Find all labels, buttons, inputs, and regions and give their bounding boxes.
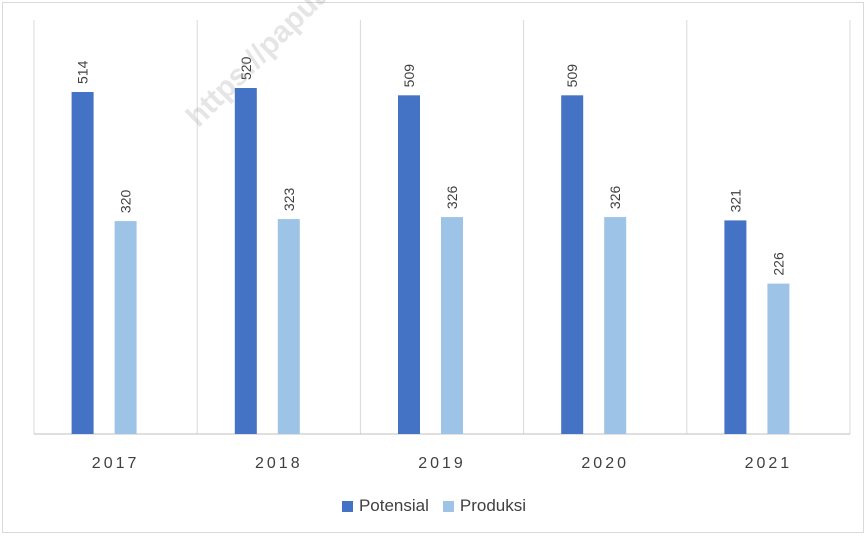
legend-swatch-produksi	[442, 500, 454, 512]
x-tick-label-2019: 2019	[418, 455, 466, 472]
legend-item-produksi: Produksi	[442, 496, 527, 516]
data-label-potensial-2021: 321	[727, 189, 743, 213]
data-label-produksi-2018: 323	[281, 188, 297, 212]
bar-produksi-2017	[114, 221, 137, 434]
bar-produksi-2019	[441, 217, 463, 434]
x-tick-label-2021: 2021	[745, 455, 793, 472]
x-tick-label-2020: 2020	[581, 455, 629, 472]
bar-potensial-2017	[71, 91, 94, 434]
bar-produksi-2021	[767, 283, 790, 434]
bar-potensial-2019	[398, 95, 420, 435]
data-label-produksi-2021: 226	[770, 252, 786, 276]
legend-label-produksi: Produksi	[459, 496, 527, 515]
data-label-produksi-2017: 320	[118, 190, 134, 214]
legend: Potensial Produksi	[0, 496, 868, 516]
legend-item-potensial: Potensial	[341, 496, 429, 516]
bar-potensial-2021	[724, 220, 747, 434]
data-label-potensial-2020: 509	[564, 64, 580, 88]
bar-potensial-2018	[234, 88, 257, 434]
legend-swatch-potensial	[341, 500, 353, 512]
bar-produksi-2020	[604, 217, 627, 434]
x-tick-label-2017: 2017	[92, 455, 140, 472]
data-label-produksi-2019: 326	[444, 186, 460, 210]
bar-produksi-2018	[277, 219, 300, 434]
data-label-produksi-2020: 326	[607, 186, 623, 210]
legend-label-potensial: Potensial	[358, 496, 429, 515]
data-label-potensial-2018: 520	[238, 56, 254, 80]
data-label-potensial-2017: 514	[75, 60, 91, 84]
bar-potensial-2020	[561, 95, 584, 435]
x-tick-label-2018: 2018	[255, 455, 303, 472]
data-label-potensial-2019: 509	[401, 64, 417, 88]
